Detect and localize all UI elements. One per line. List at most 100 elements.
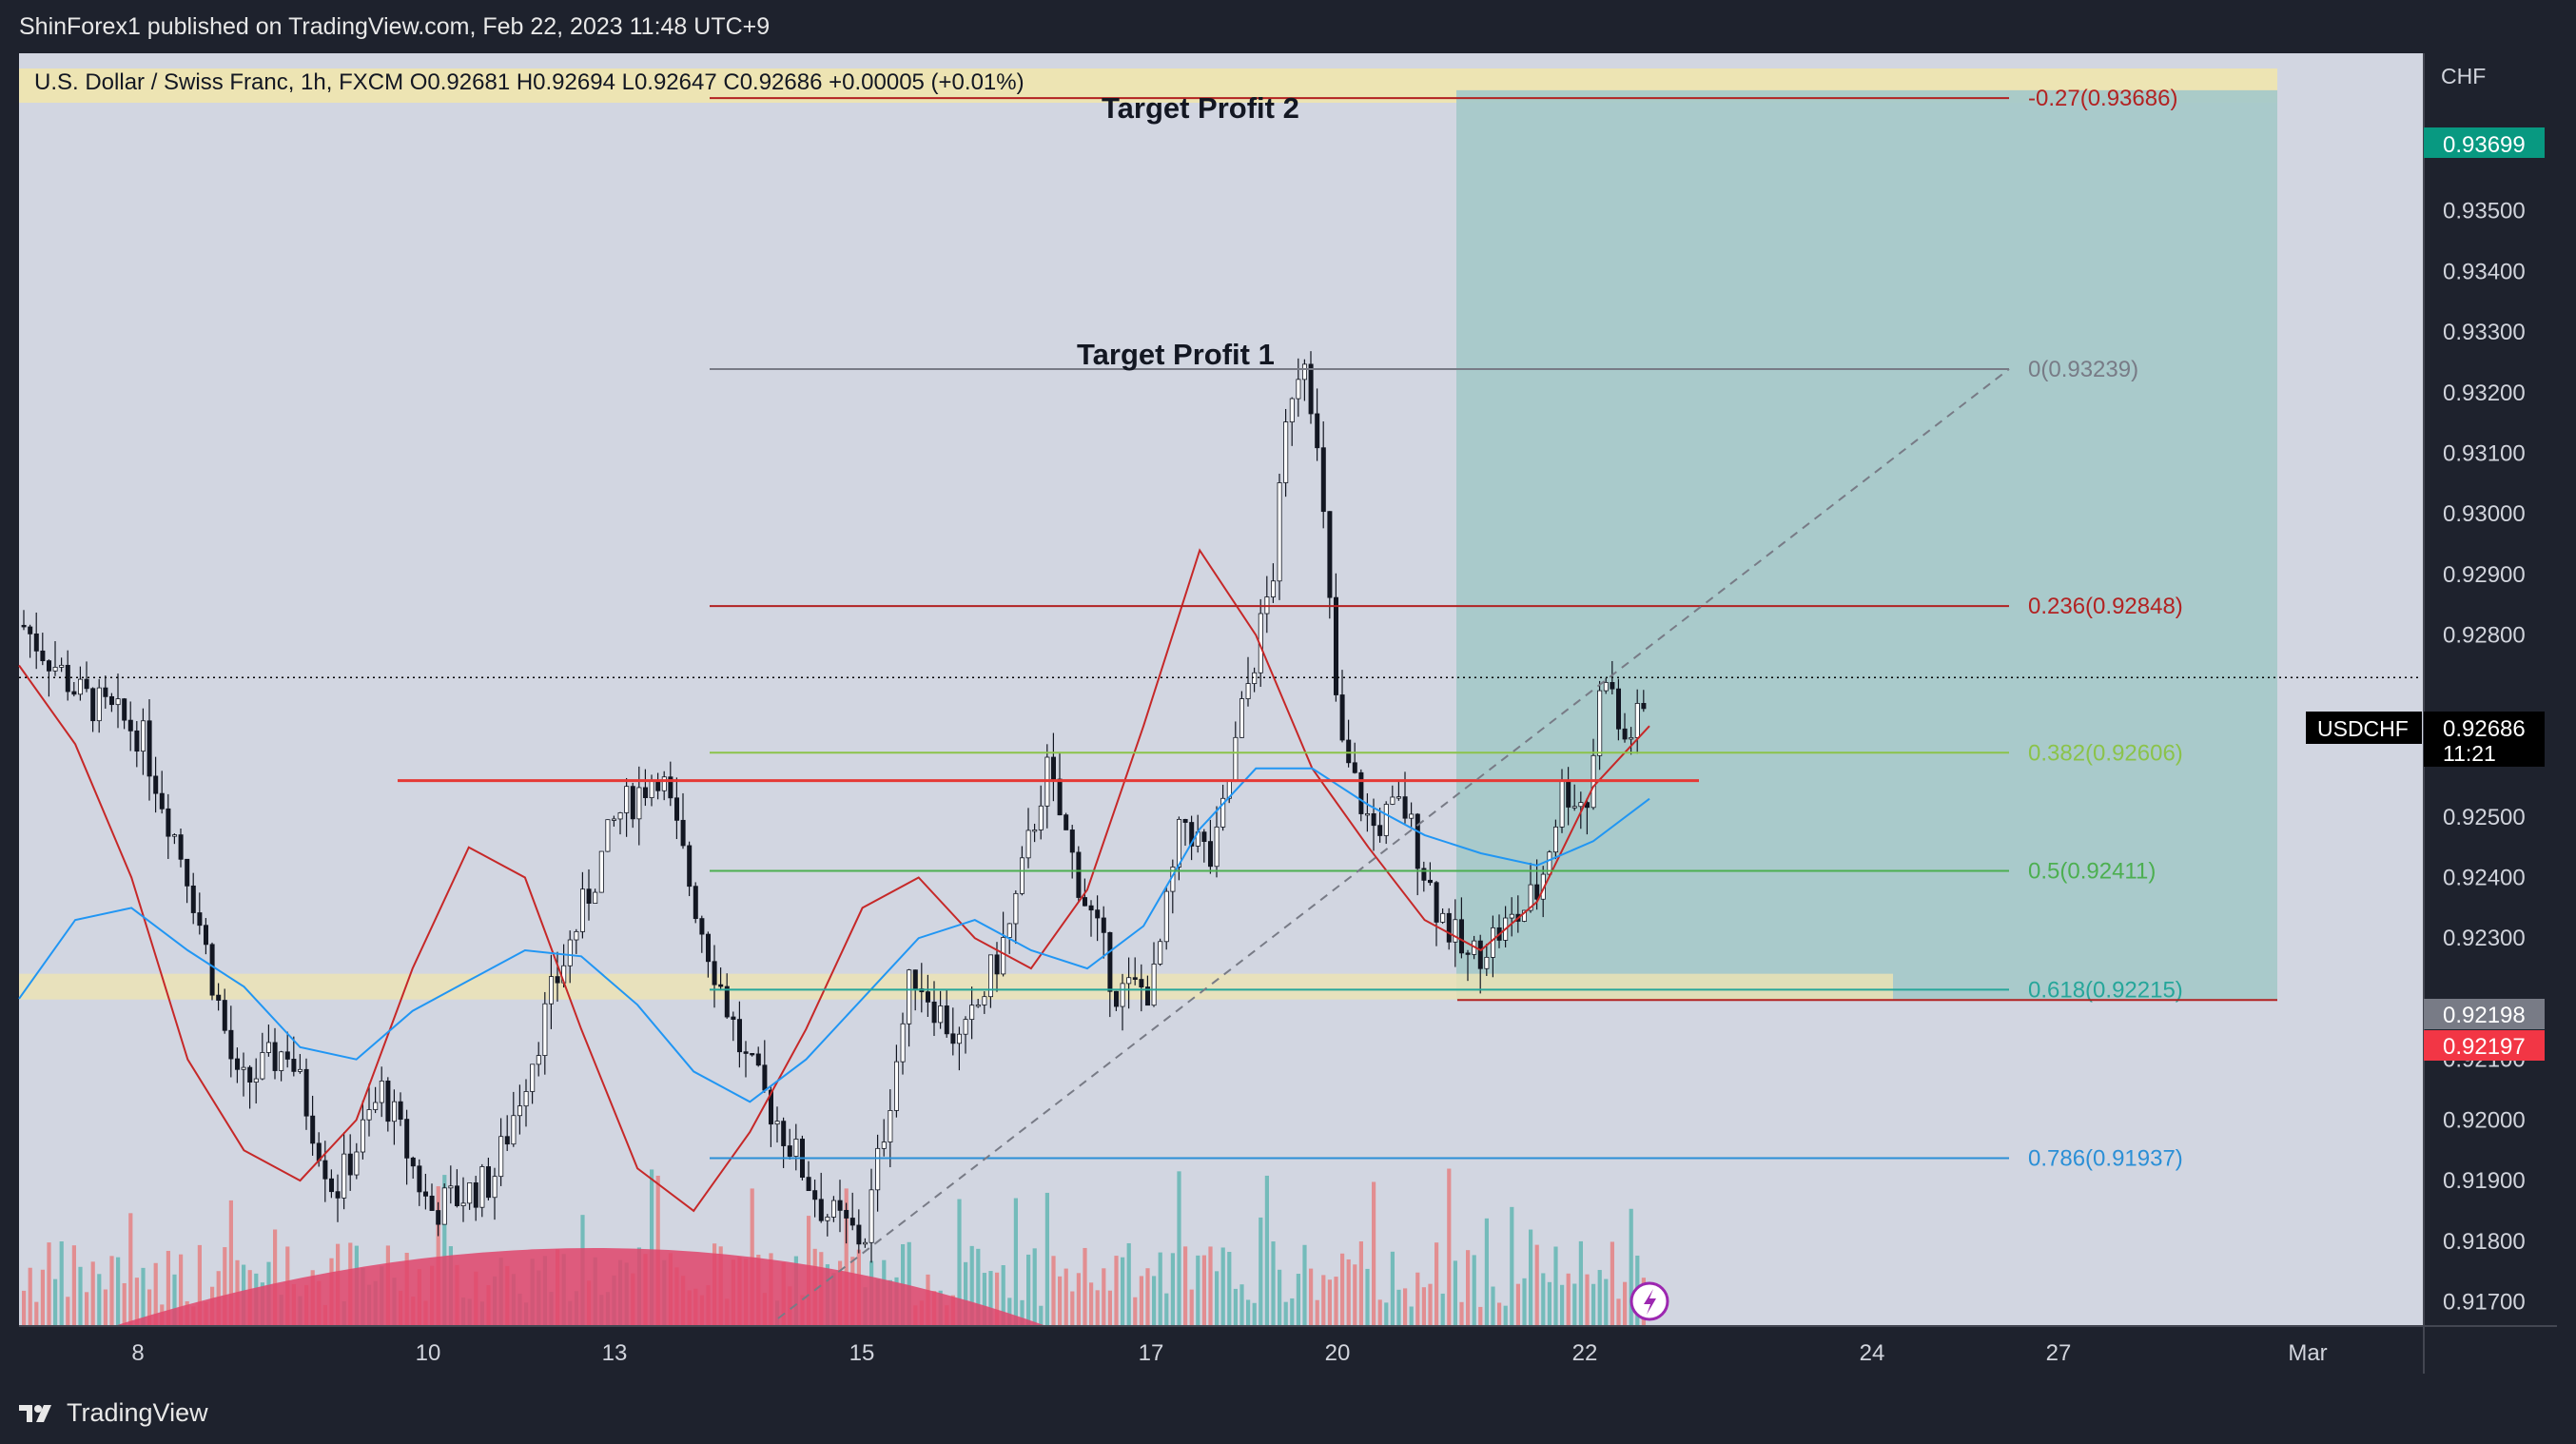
candle — [1315, 388, 1320, 461]
volume-bar — [22, 1290, 27, 1326]
volume-bar — [1515, 1283, 1520, 1326]
candle — [1434, 881, 1439, 946]
candle — [907, 968, 912, 1047]
volume-bar — [1396, 1289, 1401, 1326]
volume-bar — [969, 1245, 974, 1326]
volume-bar — [1013, 1198, 1018, 1326]
candle — [755, 1046, 761, 1067]
ema-slow-line — [18, 767, 1650, 1103]
candle — [1025, 808, 1031, 868]
candle — [549, 954, 555, 1029]
symbol-tag: USDCHF — [2306, 712, 2422, 744]
candle — [460, 1177, 466, 1222]
candle — [171, 833, 177, 845]
candle — [530, 1063, 536, 1104]
candle — [467, 1182, 473, 1210]
fib-label: 0.382(0.92606) — [2028, 740, 2183, 766]
volume-bar — [1026, 1254, 1031, 1326]
candle — [71, 681, 77, 697]
target-zone[interactable] — [1456, 89, 2277, 1001]
volume-bar — [1264, 1175, 1269, 1326]
candle — [668, 761, 673, 807]
volume-bar — [223, 1247, 227, 1326]
volume-bar — [1032, 1248, 1037, 1326]
candle — [417, 1159, 422, 1206]
candle — [436, 1201, 441, 1237]
target-profit-1-label: Target Profit 1 — [1077, 338, 1275, 371]
candle — [109, 693, 115, 712]
candle — [303, 1058, 309, 1130]
candle — [617, 811, 623, 835]
volume-bar — [1591, 1283, 1596, 1326]
fib-label: -0.27(0.93686) — [2028, 86, 2177, 111]
candle — [624, 777, 630, 837]
candle — [485, 1158, 491, 1200]
volume-bar — [141, 1267, 146, 1326]
volume-bar — [1585, 1274, 1590, 1326]
volume-bar — [1070, 1291, 1075, 1326]
price-axis-bg[interactable] — [2424, 53, 2557, 1326]
time-axis-bg[interactable] — [19, 1326, 2424, 1374]
candle — [580, 871, 586, 939]
candle — [837, 1180, 843, 1233]
volume-bar — [1102, 1268, 1106, 1326]
candle — [1622, 712, 1628, 743]
volume-bar — [1466, 1250, 1471, 1326]
volume-bar — [650, 1169, 654, 1326]
date-tick: 15 — [849, 1340, 875, 1366]
candle — [234, 1047, 240, 1083]
volume-bar — [28, 1267, 32, 1326]
volume-bar — [1007, 1298, 1012, 1326]
volume-bar — [1145, 1268, 1150, 1326]
date-tick: 27 — [2046, 1340, 2072, 1366]
volume-bar — [1403, 1288, 1408, 1326]
candle — [1289, 397, 1295, 446]
date-tick: 20 — [1325, 1340, 1351, 1366]
volume-bar — [1177, 1171, 1181, 1326]
candle — [1208, 819, 1214, 874]
volume-bar — [844, 1188, 849, 1326]
date-tick: Mar — [2288, 1340, 2327, 1366]
volume-bar — [1390, 1251, 1395, 1326]
volume-bar — [147, 1289, 152, 1326]
highlight-zone — [19, 973, 1893, 1000]
price-tick: 0.92400 — [2443, 866, 2526, 891]
date-tick: 8 — [131, 1340, 144, 1366]
volume-bar — [71, 1245, 76, 1326]
volume-bar — [1484, 1218, 1489, 1326]
price-tick: 0.91700 — [2443, 1290, 2526, 1316]
candle — [1629, 727, 1634, 755]
volume-bar — [228, 1200, 233, 1326]
lightning-icon[interactable] — [1630, 1281, 1669, 1321]
candle — [96, 678, 102, 733]
target-profit-2-label: Target Profit 2 — [1102, 91, 1299, 125]
candle — [335, 1174, 341, 1222]
volume-bar — [1560, 1284, 1565, 1326]
candle — [342, 1132, 347, 1210]
date-tick: 24 — [1860, 1340, 1885, 1366]
volume-bar — [1058, 1276, 1063, 1326]
volume-bar — [1076, 1273, 1081, 1326]
candle — [1383, 801, 1389, 845]
candle — [65, 650, 70, 701]
volume-bar — [1133, 1297, 1138, 1326]
last-price-tag: 0.92686 11:21 — [2424, 712, 2545, 767]
trend-line[interactable] — [777, 368, 2010, 1319]
candle — [724, 973, 730, 1019]
candle — [1182, 818, 1188, 847]
price-tick: 0.92500 — [2443, 805, 2526, 830]
volume-bar — [1233, 1288, 1238, 1326]
volume-bar — [172, 1274, 177, 1326]
candle — [849, 1192, 855, 1231]
candle — [1163, 887, 1169, 950]
volume-bar — [1553, 1246, 1558, 1326]
volume-bar — [1246, 1299, 1251, 1326]
volume-bar — [1158, 1252, 1162, 1326]
volume-bar — [1278, 1269, 1282, 1326]
volume-bar — [122, 1282, 127, 1326]
candle — [59, 657, 65, 673]
candle — [517, 1084, 523, 1135]
volume-bar — [78, 1266, 83, 1326]
tradingview-logo[interactable]: TradingView — [19, 1398, 208, 1428]
